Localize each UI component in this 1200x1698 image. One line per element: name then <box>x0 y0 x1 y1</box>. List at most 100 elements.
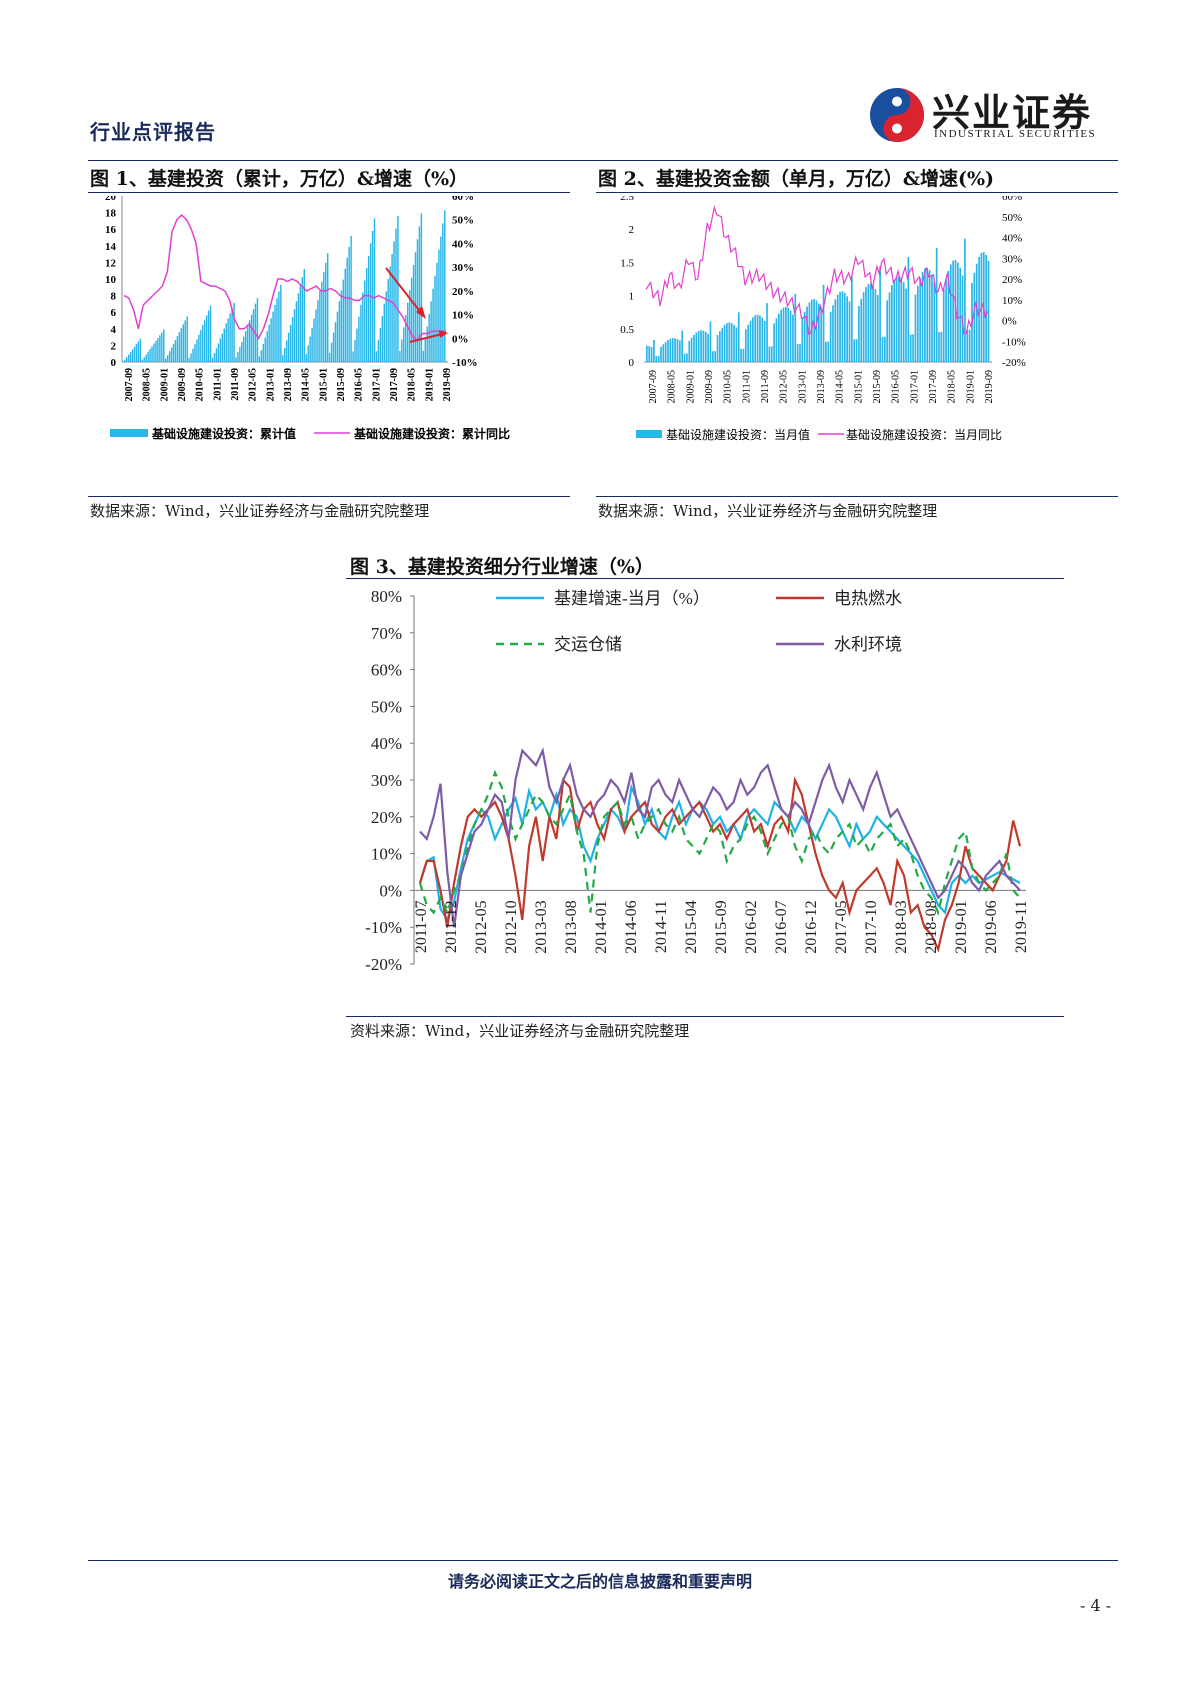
y-tick-label: 10% <box>371 845 402 864</box>
monthly-bar <box>827 341 830 362</box>
monthly-bar <box>931 275 933 362</box>
monthly-bar <box>671 338 674 362</box>
monthly-bar <box>723 324 726 362</box>
cumulative-bar <box>356 328 358 362</box>
series-line-1 <box>418 776 1022 953</box>
logo-english-name: INDUSTRIAL SECURITIES <box>934 128 1097 140</box>
monthly-bar <box>850 275 853 362</box>
cumulative-bar <box>297 293 300 362</box>
figure2-title: 图 2、基建投资金额（单月，万亿）&增速(%) <box>598 168 995 190</box>
legend-label-1: 电热燃水 <box>834 589 902 608</box>
cumulative-bar <box>395 228 397 362</box>
x-tick-label: 2015-09 <box>336 368 347 401</box>
header-rule <box>88 160 1118 161</box>
monthly-bar <box>881 336 884 362</box>
cumulative-bar <box>338 301 341 362</box>
monthly-bar <box>648 346 651 362</box>
cumulative-bar <box>289 324 292 362</box>
cumulative-bar <box>141 359 144 362</box>
cumulative-bar <box>172 343 175 362</box>
monthly-bar <box>862 292 865 362</box>
cumulative-bar <box>243 336 245 362</box>
cumulative-bar <box>375 351 378 362</box>
cumulative-bar <box>371 230 374 362</box>
monthly-bar <box>709 321 712 362</box>
company-logo: 兴业证券 INDUSTRIAL SECURITIES <box>868 86 1118 144</box>
monthly-bar <box>719 331 721 362</box>
cumulative-bar <box>180 328 183 362</box>
logo-chinese-name: 兴业证券 <box>932 91 1093 135</box>
cumulative-bar <box>295 301 298 362</box>
monthly-bar <box>704 331 707 362</box>
left-tick-label: 16 <box>105 224 117 236</box>
monthly-bar <box>742 348 745 362</box>
cumulative-bar <box>196 339 198 362</box>
cumulative-bar <box>325 262 327 362</box>
monthly-bar <box>888 292 891 362</box>
monthly-bar <box>770 346 773 362</box>
legend-label-0: 基建增速-当月（%） <box>554 589 710 608</box>
cumulative-bar <box>219 338 222 362</box>
monthly-bar <box>924 268 926 362</box>
monthly-bar <box>721 327 724 362</box>
figure3-title-rule <box>346 578 1064 579</box>
cumulative-bar <box>422 350 425 362</box>
cumulative-bar <box>434 275 436 362</box>
cumulative-bar <box>334 322 337 362</box>
cumulative-bar <box>287 332 290 362</box>
monthly-bar <box>662 344 665 362</box>
cumulative-bar <box>239 347 241 362</box>
cumulative-bar <box>235 357 237 362</box>
x-tick-label: 2017-01 <box>371 368 382 401</box>
series-line-0 <box>418 783 1021 923</box>
cumulative-bar <box>248 320 251 362</box>
legend-label-2: 交运仓储 <box>554 635 622 654</box>
cumulative-bar <box>213 353 216 362</box>
trend-arrow-up <box>409 333 443 343</box>
cumulative-bar <box>412 264 415 362</box>
monthly-bar <box>891 285 893 362</box>
x-tick-label: 2011-01 <box>741 370 752 403</box>
monthly-bar <box>733 324 735 362</box>
cumulative-bar <box>444 210 446 362</box>
cumulative-bar <box>387 279 389 362</box>
monthly-bar <box>879 266 881 362</box>
x-tick-label: 2010-05 <box>723 370 734 403</box>
monthly-bar <box>883 336 886 362</box>
cumulative-bar <box>393 241 395 362</box>
left-tick-label: 0 <box>629 357 635 369</box>
cumulative-bar <box>326 253 329 362</box>
cumulative-bar <box>309 336 311 362</box>
cumulative-bar <box>246 325 249 362</box>
monthly-bar <box>653 339 655 362</box>
x-tick-label: 2009-09 <box>177 368 188 401</box>
cumulative-bar <box>139 338 142 362</box>
y-tick-label: 50% <box>371 697 402 716</box>
monthly-bar <box>935 247 938 362</box>
monthly-bar <box>893 279 896 362</box>
monthly-bar <box>815 300 818 362</box>
monthly-bar <box>806 306 808 362</box>
x-tick-label: 2019-01 <box>965 370 976 403</box>
monthly-bar <box>900 277 903 362</box>
monthly-bar <box>912 334 914 362</box>
y-tick-label: -20% <box>365 955 402 974</box>
monthly-bar <box>686 353 688 362</box>
cumulative-bar <box>202 325 204 362</box>
cumulative-bar <box>405 315 407 362</box>
cumulative-bar <box>282 355 284 362</box>
monthly-bar <box>796 344 799 362</box>
cumulative-bar <box>272 311 274 362</box>
cumulative-bar <box>168 351 171 362</box>
x-tick-label: 2012-05 <box>473 900 490 953</box>
x-tick-label: 2014-01 <box>593 900 610 953</box>
cumulative-bar <box>186 316 188 362</box>
right-tick-label: 30% <box>452 262 474 274</box>
right-tick-label: 0% <box>452 333 469 345</box>
logo-mark-icon <box>870 88 924 142</box>
monthly-bar <box>945 279 947 362</box>
cumulative-bar <box>268 324 270 362</box>
cumulative-bar <box>190 353 192 362</box>
cumulative-bar <box>149 349 151 362</box>
cumulative-bar <box>170 347 173 362</box>
